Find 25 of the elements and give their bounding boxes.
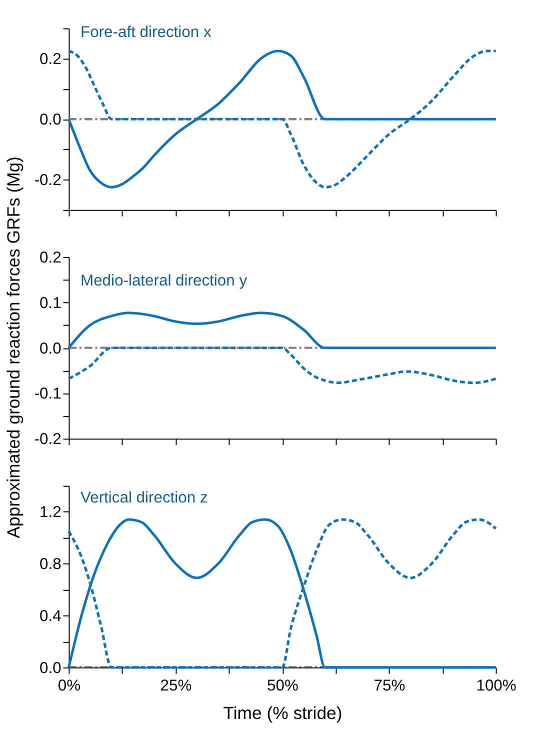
x-tick-label: 0% <box>58 677 81 694</box>
y-tick-label: 0.0 <box>40 660 62 677</box>
x-tick-label: 75% <box>374 677 406 694</box>
x-tick-label: 25% <box>160 677 192 694</box>
y-tick-label: 0.2 <box>40 249 62 266</box>
y-tick-label: 1.2 <box>40 504 62 522</box>
line-series <box>67 50 498 188</box>
y-tick-label: 0.4 <box>40 608 62 625</box>
x-tick-label: 50% <box>267 677 298 694</box>
chart-title: Vertical direction z <box>80 489 208 506</box>
y-axis-title: Approximated ground reaction forces GRFs (Mg) <box>4 156 24 538</box>
y-tick-label: -0.1 <box>34 386 62 403</box>
y-tick-label: 0.1 <box>40 294 62 312</box>
y-tick-label: -0.2 <box>34 172 62 190</box>
y-tick-label: 0.0 <box>40 340 62 358</box>
y-tick-label: 0.2 <box>40 50 62 68</box>
y-tick-label: 0.8 <box>40 556 62 574</box>
line-series <box>67 346 498 384</box>
x-tick-label: 100% <box>476 677 516 694</box>
y-tick-label: 0.0 <box>40 112 62 129</box>
chart-title: Fore-aft direction x <box>80 24 212 42</box>
line-series <box>67 312 498 350</box>
x-axis-title: Time (% stride) <box>223 702 342 723</box>
y-tick-label: -0.2 <box>34 431 62 448</box>
text: Medio-lateral direction y <box>80 272 248 290</box>
